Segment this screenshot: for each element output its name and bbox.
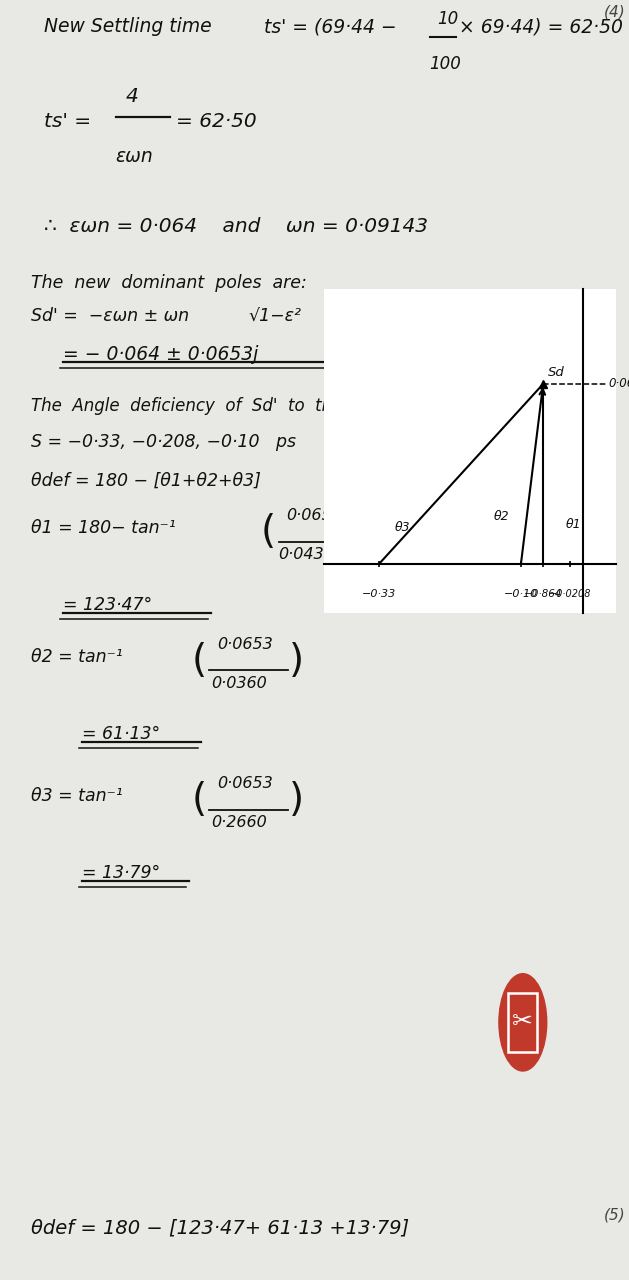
- Text: 0·0360: 0·0360: [211, 676, 267, 691]
- Text: 10: 10: [437, 10, 459, 28]
- Text: ): ): [289, 643, 304, 680]
- Text: (: (: [192, 782, 207, 819]
- Text: ts' =: ts' =: [44, 113, 91, 131]
- Text: 0·2660: 0·2660: [211, 815, 267, 831]
- Text: New Settling time: New Settling time: [44, 17, 211, 36]
- Text: = 62·50: = 62·50: [176, 113, 257, 131]
- Text: S = −0·33, −0·208, −0·10   ps: S = −0·33, −0·208, −0·10 ps: [31, 434, 296, 452]
- Text: ts' = (69·44 −: ts' = (69·44 −: [264, 17, 397, 36]
- Text: = − 0·064 ± 0·0653j: = − 0·064 ± 0·0653j: [63, 344, 259, 364]
- Text: ✂: ✂: [513, 1010, 533, 1034]
- Text: √1−ε²: √1−ε²: [248, 307, 301, 325]
- Text: (5): (5): [604, 1208, 626, 1222]
- Text: = 61·13°: = 61·13°: [82, 724, 160, 744]
- Text: θ2: θ2: [493, 509, 509, 522]
- Text: 0·0653: 0·0653: [217, 776, 273, 791]
- Text: = 13·79°: = 13·79°: [82, 864, 160, 882]
- Text: = 123·47°: = 123·47°: [63, 596, 152, 614]
- Text: (: (: [261, 513, 276, 552]
- Text: 0·0653: 0·0653: [608, 378, 629, 390]
- Text: εωn: εωn: [115, 147, 153, 166]
- Text: 100: 100: [430, 55, 462, 73]
- Text: 4: 4: [126, 87, 138, 106]
- Text: × 69·44) = 62·50: × 69·44) = 62·50: [459, 17, 623, 36]
- Text: (4): (4): [604, 5, 626, 19]
- Text: 0·0653: 0·0653: [286, 508, 342, 522]
- Text: −0·0208: −0·0208: [548, 589, 591, 599]
- Text: θ3: θ3: [395, 521, 410, 534]
- Text: θ3 = tan⁻¹: θ3 = tan⁻¹: [31, 787, 123, 805]
- Text: Sd' =  −εωn ± ωn: Sd' = −εωn ± ωn: [31, 307, 189, 325]
- Text: θdef = 180 − [θ1+θ2+θ3]: θdef = 180 − [θ1+θ2+θ3]: [31, 472, 261, 490]
- Text: θ1: θ1: [565, 518, 581, 531]
- Text: The  new  dominant  poles  are:: The new dominant poles are:: [31, 274, 308, 292]
- Text: θ2 = tan⁻¹: θ2 = tan⁻¹: [31, 648, 123, 666]
- Text: ): ): [360, 513, 375, 552]
- Text: θ1 = 180− tan⁻¹: θ1 = 180− tan⁻¹: [31, 518, 176, 538]
- Text: −0·33: −0·33: [362, 589, 396, 599]
- Text: −0·864: −0·864: [524, 589, 562, 599]
- Text: −0·10: −0·10: [504, 589, 538, 599]
- Text: ): ): [289, 782, 304, 819]
- Text: 0·04317: 0·04317: [279, 548, 345, 562]
- Text: (: (: [192, 643, 207, 680]
- Text: The  Angle  deficiency  of  Sd'  to  the  open  loop  poles  at: The Angle deficiency of Sd' to the open …: [31, 397, 523, 415]
- Text: 0·0653: 0·0653: [217, 636, 273, 652]
- Text: ∴  εωn = 0·064    and    ωn = 0·09143: ∴ εωn = 0·064 and ωn = 0·09143: [44, 216, 428, 236]
- Text: Sd: Sd: [548, 366, 565, 379]
- Text: θdef = 180 − [123·47+ 61·13 +13·79]: θdef = 180 − [123·47+ 61·13 +13·79]: [31, 1219, 409, 1238]
